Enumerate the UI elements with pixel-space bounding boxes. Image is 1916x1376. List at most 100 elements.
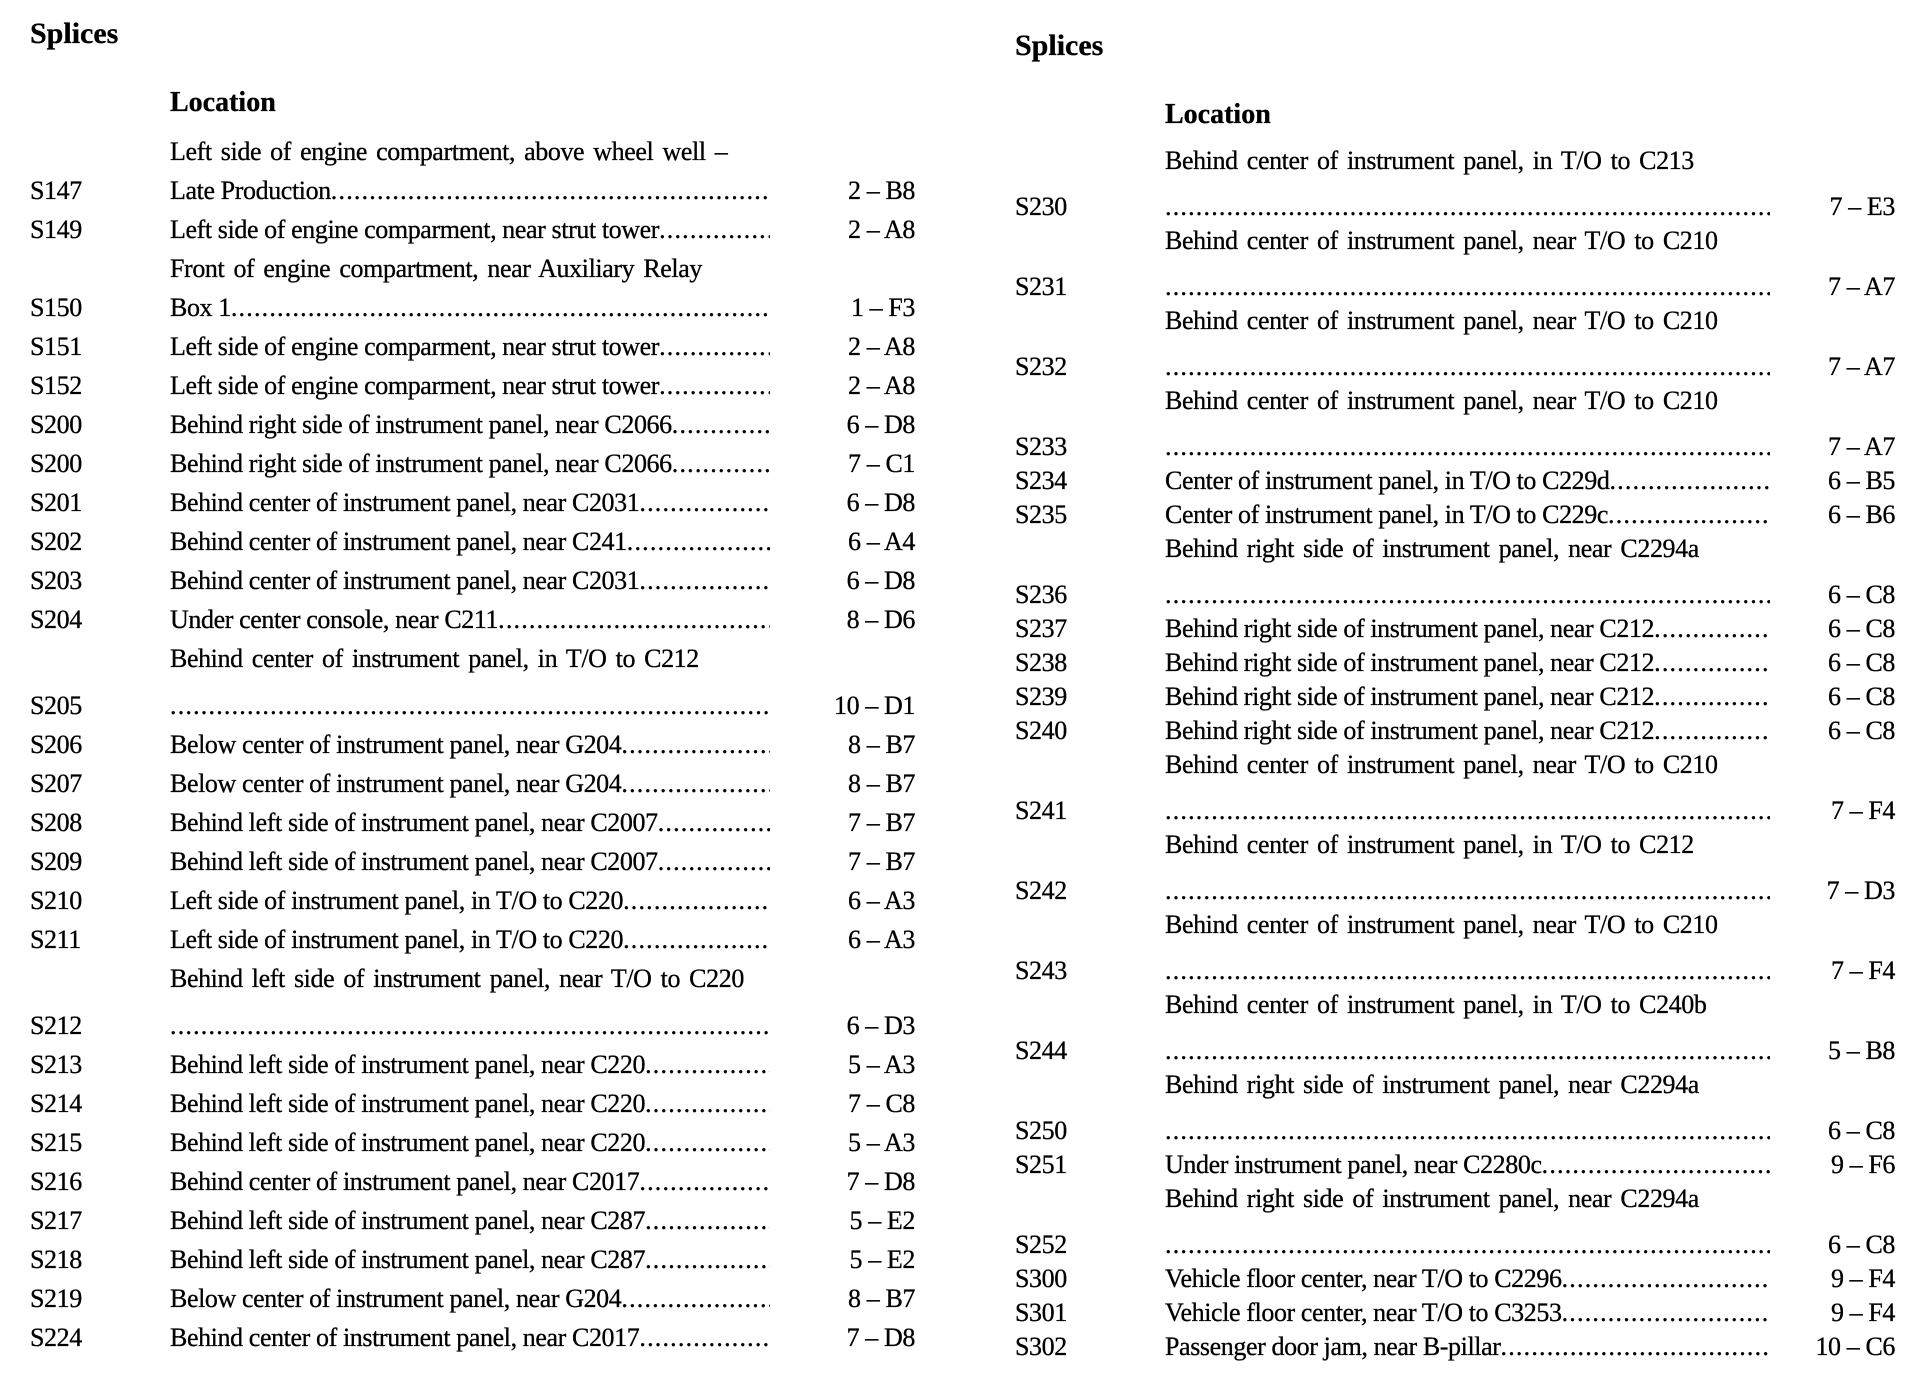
dot-leader bbox=[1165, 874, 1770, 908]
splice-location: Vehicle floor center, near T/O to C2296 bbox=[1165, 1262, 1770, 1296]
splice-location: Left side of instrument panel, in T/O to… bbox=[170, 881, 770, 920]
splice-location-line: Vehicle floor center, near T/O to C3253 bbox=[1165, 1296, 1770, 1330]
splice-id: S244 bbox=[1015, 1036, 1068, 1065]
splice-location: Behind left side of instrument panel, ne… bbox=[170, 1123, 770, 1162]
grid-reference: 5 – E2 bbox=[849, 1245, 915, 1274]
splice-location-line: Passenger door jam, near B-pillar bbox=[1165, 1330, 1770, 1364]
splice-location-line: Behind left side of instrument panel, ne… bbox=[170, 803, 770, 842]
splice-id: S237 bbox=[1015, 614, 1068, 643]
splice-location-line bbox=[1165, 190, 1770, 224]
splice-location: Passenger door jam, near B-pillar bbox=[1165, 1330, 1770, 1364]
splice-rows-left: S147 Left side of engine compartment, abo… bbox=[30, 132, 916, 1357]
splice-id: S302 bbox=[1015, 1332, 1068, 1361]
grid-reference: 7 – F4 bbox=[1830, 796, 1896, 825]
grid-reference: 9 – F4 bbox=[1830, 1298, 1896, 1327]
splice-location: Behind right side of instrument panel, n… bbox=[1165, 1068, 1770, 1148]
splice-location-text: Behind left side of instrument panel, ne… bbox=[170, 1206, 646, 1235]
splice-location-text: Behind right side of instrument panel, n… bbox=[1165, 648, 1655, 677]
splice-row: S202 Behind center of instrument panel, n… bbox=[30, 522, 916, 561]
splice-location: Behind center of instrument panel, in T/… bbox=[1165, 828, 1770, 908]
dot-leader bbox=[645, 1045, 770, 1084]
splice-id: S211 bbox=[30, 925, 82, 954]
splice-id: S205 bbox=[30, 691, 83, 720]
splice-location: Behind right side of instrument panel, n… bbox=[1165, 714, 1770, 748]
splice-location: Behind center of instrument panel, in T/… bbox=[170, 639, 770, 725]
splice-location-line: Behind center of instrument panel, near … bbox=[170, 1318, 770, 1357]
grid-reference: 7 – C1 bbox=[848, 449, 916, 478]
splice-id: S206 bbox=[30, 730, 83, 759]
splice-id: S235 bbox=[1015, 500, 1068, 529]
splice-location-line: Behind right side of instrument panel, n… bbox=[170, 444, 770, 483]
splice-id: S239 bbox=[1015, 682, 1068, 711]
splice-location-text: Behind center of instrument panel, in T/… bbox=[1165, 830, 1695, 859]
splice-location-line: Vehicle floor center, near T/O to C2296 bbox=[1165, 1262, 1770, 1296]
splice-location: Behind center of instrument panel, near … bbox=[170, 522, 770, 561]
splice-location-text: Left side of engine compartment, above w… bbox=[170, 137, 728, 166]
dot-leader bbox=[621, 1279, 770, 1318]
dot-leader bbox=[659, 327, 770, 366]
splice-row: S212 Behind left side of instrument panel… bbox=[30, 959, 916, 1045]
splice-id: S152 bbox=[30, 371, 83, 400]
splice-location-line: Behind right side of instrument panel, n… bbox=[1165, 612, 1770, 646]
dot-leader bbox=[1542, 1148, 1770, 1182]
grid-reference: 2 – A8 bbox=[848, 371, 916, 400]
splice-row: S206 Below center of instrument panel, ne… bbox=[30, 725, 916, 764]
splice-row: S150 Front of engine compartment, near Au… bbox=[30, 249, 916, 327]
splice-location-line: Box 1 bbox=[170, 288, 770, 327]
grid-reference: 7 – D8 bbox=[846, 1323, 915, 1352]
splice-location-text: Below center of instrument panel, near G… bbox=[170, 1284, 622, 1313]
splice-location: Center of instrument panel, in T/O to C2… bbox=[1165, 464, 1770, 498]
splice-location-line: Center of instrument panel, in T/O to C2… bbox=[1165, 498, 1770, 532]
grid-reference: 8 – B7 bbox=[848, 1284, 916, 1313]
splice-id: S216 bbox=[30, 1167, 83, 1196]
grid-reference: 7 – B7 bbox=[848, 808, 916, 837]
splice-id: S214 bbox=[30, 1089, 83, 1118]
splice-rows-right: S230 Behind center of instrument panel, i… bbox=[1015, 144, 1896, 1364]
grid-reference: 5 – B8 bbox=[1828, 1036, 1896, 1065]
splice-row: S302 Passenger door jam, near B-pillar 10 … bbox=[1015, 1330, 1896, 1364]
splice-id: S243 bbox=[1015, 956, 1068, 985]
splice-id: S209 bbox=[30, 847, 83, 876]
splice-location-text: Behind center of instrument panel, in T/… bbox=[170, 644, 700, 673]
splice-id: S200 bbox=[30, 449, 83, 478]
splice-location-text: Behind left side of instrument panel, ne… bbox=[170, 964, 745, 993]
splice-location: Behind left side of instrument panel, ne… bbox=[170, 1240, 770, 1279]
splice-id: S217 bbox=[30, 1206, 83, 1235]
splice-location-line: Behind right side of instrument panel, n… bbox=[170, 405, 770, 444]
splice-location-text: Center of instrument panel, in T/O to C2… bbox=[1165, 500, 1609, 529]
dot-leader bbox=[1608, 498, 1770, 532]
splice-location-text: Passenger door jam, near B-pillar bbox=[1165, 1332, 1501, 1361]
splice-location-text: Under instrument panel, near C2280c bbox=[1165, 1150, 1542, 1179]
splice-location: Behind center of instrument panel, near … bbox=[170, 1318, 770, 1357]
splice-location-line: Behind left side of instrument panel, ne… bbox=[170, 1084, 770, 1123]
splice-location-text: Front of engine compartment, near Auxili… bbox=[170, 254, 703, 283]
dot-leader bbox=[639, 1318, 770, 1357]
splice-location: Behind left side of instrument panel, ne… bbox=[170, 1084, 770, 1123]
dot-leader bbox=[659, 366, 770, 405]
splice-row: S200 Behind right side of instrument pane… bbox=[30, 405, 916, 444]
splice-location: Left side of engine comparment, near str… bbox=[170, 366, 770, 405]
grid-reference: 9 – F6 bbox=[1830, 1150, 1896, 1179]
splice-location-text: Behind center of instrument panel, near … bbox=[1165, 750, 1718, 779]
splice-location-line: Center of instrument panel, in T/O to C2… bbox=[1165, 464, 1770, 498]
splice-location-text: Vehicle floor center, near T/O to C2296 bbox=[1165, 1264, 1562, 1293]
splice-id: S200 bbox=[30, 410, 83, 439]
splice-row: S231 Behind center of instrument panel, n… bbox=[1015, 224, 1896, 304]
dot-leader bbox=[1165, 1228, 1770, 1262]
dot-leader bbox=[1501, 1330, 1770, 1364]
splice-row: S224 Behind center of instrument panel, n… bbox=[30, 1318, 916, 1357]
grid-reference: 7 – D3 bbox=[1826, 876, 1895, 905]
splice-location-line: Left side of instrument panel, in T/O to… bbox=[170, 920, 770, 959]
splice-location-line: Left side of engine comparment, near str… bbox=[170, 366, 770, 405]
splice-id: S212 bbox=[30, 1011, 83, 1040]
splice-location-line: Left side of engine comparment, near str… bbox=[170, 327, 770, 366]
splice-location-line: Behind center of instrument panel, near … bbox=[170, 522, 770, 561]
splice-location-line: Below center of instrument panel, near G… bbox=[170, 764, 770, 803]
splice-location-text: Behind right side of instrument panel, n… bbox=[1165, 716, 1655, 745]
splice-row: S211 Left side of instrument panel, in T/… bbox=[30, 920, 916, 959]
dot-leader bbox=[1562, 1296, 1770, 1330]
splice-location-line bbox=[1165, 350, 1770, 384]
dot-leader bbox=[639, 483, 770, 522]
splice-id: S230 bbox=[1015, 192, 1068, 221]
dot-leader bbox=[1654, 612, 1770, 646]
